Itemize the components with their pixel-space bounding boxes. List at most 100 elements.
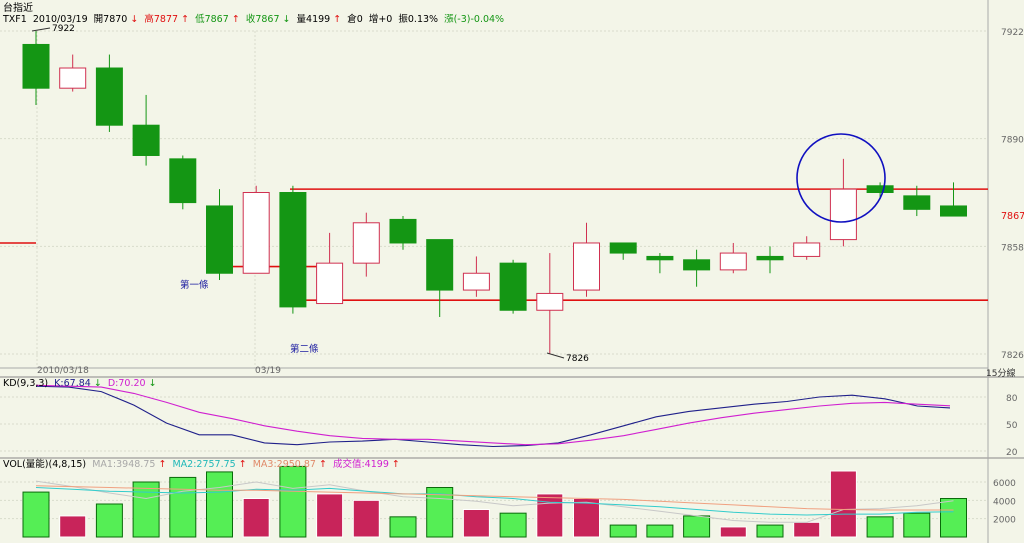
volume-bar bbox=[499, 512, 527, 538]
candle-body bbox=[352, 222, 380, 264]
volume-bar bbox=[169, 476, 197, 538]
volume-bar bbox=[719, 526, 747, 538]
volume-turnover-arrow: ↑ bbox=[392, 459, 400, 470]
kd-y-tick: 50 bbox=[1006, 421, 1018, 431]
price-y-tick: 7858 bbox=[1001, 243, 1024, 253]
volume-value: 量4199 bbox=[297, 14, 331, 25]
candle-body bbox=[756, 255, 784, 261]
volume-y-tick: 4000 bbox=[993, 497, 1016, 507]
volume-bar bbox=[573, 498, 600, 538]
highlight-circle bbox=[796, 133, 886, 223]
kd-y-tick: 20 bbox=[1006, 448, 1018, 458]
candle-body bbox=[389, 218, 417, 244]
volume-bar bbox=[829, 470, 857, 538]
volume-bar bbox=[756, 524, 784, 538]
ma2-arrow: ↑ bbox=[239, 459, 247, 470]
candle-body bbox=[536, 292, 564, 311]
volume-bar bbox=[866, 516, 894, 538]
low-arrow: ↑ bbox=[232, 14, 240, 25]
candle-body bbox=[279, 192, 307, 308]
volume-y-tick: 2000 bbox=[993, 516, 1016, 526]
volume-ma3-line bbox=[35, 485, 954, 511]
period-label: 15分線 bbox=[986, 367, 1015, 379]
volume-bar bbox=[316, 493, 344, 538]
high-arrow: ↑ bbox=[181, 14, 189, 25]
volume-bar bbox=[793, 521, 821, 538]
high-point-label: 7922 bbox=[52, 24, 75, 34]
symbol: TXF1 bbox=[2, 14, 27, 25]
candle-body bbox=[242, 192, 270, 274]
volume-header: VOL(量能)(4,8,15) MA1:3948.75 ↑ MA2:2757.7… bbox=[3, 458, 400, 470]
candle-body bbox=[316, 262, 344, 305]
amplitude: 振0.13% bbox=[398, 13, 438, 25]
candle-body bbox=[95, 67, 123, 126]
annotations: 7922 7826 第一條 第二條 7867 bbox=[0, 24, 1024, 364]
volume-label: VOL(量能)(4,8,15) bbox=[3, 458, 86, 470]
candle-body bbox=[132, 124, 160, 156]
kd-label: KD(9,3,3) bbox=[3, 378, 48, 389]
candle-body bbox=[866, 185, 894, 193]
volume-bar bbox=[536, 493, 564, 538]
y-axis-tick-labels: 7826 7858 7890 7922 20 50 80 2000 4000 6000 bbox=[993, 28, 1024, 526]
volume-turnover: 成交值:4199 bbox=[333, 458, 389, 470]
volume-bar bbox=[389, 516, 417, 538]
gridlines bbox=[0, 30, 988, 520]
candle-body bbox=[22, 43, 50, 89]
kd-indicator-lines bbox=[35, 384, 951, 448]
d-line bbox=[35, 384, 951, 446]
low-point-leader bbox=[546, 352, 565, 359]
ma2-value: MA2:2757.75 bbox=[172, 459, 235, 470]
high-point-leader bbox=[31, 27, 51, 32]
candle-body bbox=[462, 272, 490, 291]
candle-body bbox=[829, 188, 857, 241]
candle-body bbox=[646, 255, 674, 261]
candle-body bbox=[169, 158, 197, 204]
volume-ma1-line bbox=[35, 480, 954, 523]
candle-body bbox=[609, 242, 637, 254]
volume-bar bbox=[352, 499, 380, 538]
candle-body bbox=[903, 195, 931, 210]
volume-bar bbox=[903, 512, 931, 538]
volume-arrow: ↑ bbox=[333, 14, 341, 25]
candle-body bbox=[793, 242, 821, 257]
ma1-arrow: ↑ bbox=[158, 459, 166, 470]
volume-bar bbox=[206, 471, 233, 538]
kd-y-tick: 80 bbox=[1006, 394, 1018, 404]
open-price: 開7870 bbox=[94, 14, 128, 25]
low-point-label: 7826 bbox=[566, 354, 589, 364]
k-arrow: ↓ bbox=[94, 378, 102, 389]
price-change: 漲(-3)-0.04% bbox=[444, 14, 504, 25]
volume-bar bbox=[132, 481, 160, 538]
volume-bar bbox=[462, 509, 490, 538]
candle-body bbox=[683, 259, 711, 271]
volume-bar bbox=[22, 491, 50, 538]
candlestick-series bbox=[22, 31, 967, 354]
candle-body bbox=[499, 262, 527, 311]
ma3-arrow: ↑ bbox=[319, 459, 327, 470]
volume-y-tick: 6000 bbox=[993, 479, 1016, 489]
header-date: 2010/03/19 bbox=[33, 14, 88, 25]
volume-bar bbox=[95, 503, 123, 538]
volume-bar bbox=[940, 498, 967, 538]
volume-bar bbox=[59, 515, 87, 538]
close-arrow: ↓ bbox=[283, 14, 291, 25]
ma1-value: MA1:3948.75 bbox=[92, 459, 155, 470]
ma3-value: MA3:2950.87 bbox=[253, 459, 316, 470]
candle-body bbox=[426, 239, 454, 291]
x-tick-label: 2010/03/18 bbox=[37, 366, 89, 376]
volume-moving-averages bbox=[35, 480, 954, 523]
window-title: 台指近 bbox=[3, 1, 33, 14]
d-value: D:70.20 bbox=[108, 378, 146, 389]
low-price: 低7867 bbox=[195, 13, 229, 25]
volume-ma2-line bbox=[35, 487, 954, 516]
volume-bar bbox=[279, 465, 307, 538]
candle-body bbox=[59, 67, 87, 89]
candle-body bbox=[719, 252, 747, 271]
candle-body bbox=[206, 205, 233, 274]
price-y-tick: 7890 bbox=[1001, 136, 1024, 146]
x-tick-label: 03/19 bbox=[255, 366, 281, 376]
volume-bar bbox=[646, 524, 674, 538]
price-header: TXF1 2010/03/19 開7870 ↓ 高7877 ↑ 低7867 ↑ … bbox=[2, 13, 504, 25]
